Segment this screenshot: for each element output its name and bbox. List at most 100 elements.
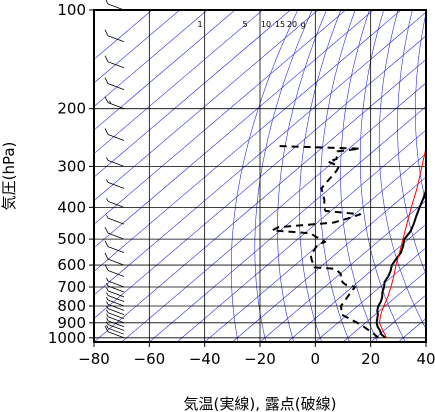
x-tick-label: 0 [311, 350, 321, 368]
y-tick-label: 500 [57, 230, 86, 248]
adiabat-line [415, 11, 426, 205]
adiabat-line [397, 10, 426, 275]
adiabat-line [254, 10, 313, 342]
isotherm-line [398, 318, 426, 342]
x-tick-label: −20 [244, 350, 276, 368]
barb-staff [107, 61, 125, 69]
isotherm-line [94, 10, 180, 84]
wind-barb [106, 179, 125, 189]
barb-half-flag [109, 100, 112, 104]
barb-half-flag [106, 313, 109, 317]
isotherm-line [94, 10, 319, 202]
x-tick-label: −80 [78, 350, 110, 368]
barb-staff [107, 295, 125, 302]
wind-barb [106, 282, 125, 293]
wind-barb [106, 214, 125, 225]
wind-barbs [104, 0, 125, 339]
barb-staff [107, 270, 125, 277]
adiabat-line [340, 10, 378, 342]
barb-staff [107, 35, 125, 43]
barb-staff [107, 290, 125, 298]
isotherm-line [94, 35, 426, 319]
barb-half-flag [106, 296, 109, 301]
pressure-gridlines [94, 10, 426, 342]
barb-staff [107, 331, 125, 339]
adiabat-line [320, 10, 356, 342]
barb-staff [107, 285, 125, 293]
mixing-ratio-labels: 1 5 10 15 20 g [197, 20, 305, 29]
barb-staff [107, 308, 125, 316]
barb-staff [107, 102, 125, 110]
isotherm-line [94, 10, 402, 272]
wind-barb [105, 0, 125, 11]
isotherm-line [315, 247, 426, 342]
y-tick-label: 600 [57, 256, 86, 274]
isotherm-line [94, 58, 426, 342]
wind-barb [104, 240, 125, 254]
wind-barb [104, 128, 125, 141]
barb-staff [107, 232, 125, 240]
barb-half-flag [106, 292, 109, 296]
barb-half-flag [106, 305, 109, 309]
wind-barb [106, 157, 125, 167]
wind-barb [104, 77, 125, 91]
wind-barb [106, 198, 125, 208]
barb-staff [107, 320, 125, 328]
barb-half-flag [106, 198, 109, 202]
y-tick-label: 300 [57, 157, 86, 175]
mixing-ratio-label: 20 [287, 20, 297, 29]
series-line-dewpoint [271, 145, 380, 339]
barb-flag [104, 240, 109, 247]
barb-flag [104, 264, 109, 271]
barb-staff [107, 83, 125, 91]
y-tick-label: 200 [57, 100, 86, 118]
barb-flag [104, 325, 109, 332]
wind-barb [106, 301, 125, 311]
barb-staff [107, 324, 125, 331]
isotherm-line [425, 341, 426, 342]
barb-staff [107, 181, 125, 189]
barb-flag [104, 96, 109, 103]
barb-flag [105, 0, 109, 5]
barb-flag [104, 226, 109, 234]
x-tick-label: 40 [416, 350, 435, 368]
isotherm-line [94, 10, 263, 154]
barb-staff [107, 304, 125, 311]
wind-barb [106, 309, 125, 320]
wind-barb [106, 321, 125, 331]
wind-barb [106, 313, 125, 324]
x-axis-title: 気温(実線), 露点(破線) [184, 395, 337, 412]
barb-staff [107, 258, 125, 266]
mixing-ratio-label: g [300, 20, 305, 29]
mixing-ratio-label: 5 [242, 20, 247, 29]
isotherm-line [94, 10, 208, 107]
barb-half-flag [106, 309, 109, 313]
y-tick-label: 900 [57, 314, 86, 332]
series-line-temperature [375, 187, 426, 339]
adiabat-line [231, 10, 299, 342]
barb-staff [107, 246, 125, 254]
profile-series [271, 145, 426, 339]
barb-half-flag [106, 325, 109, 329]
barb-half-flag [106, 179, 109, 183]
mixing-ratio-label: 15 [275, 20, 285, 29]
barb-flag [104, 128, 109, 135]
isotherm-line [287, 223, 426, 342]
barb-flag [104, 252, 109, 260]
y-tick-label: 400 [57, 198, 86, 216]
series-line-parcel [378, 145, 426, 339]
barb-staff [107, 200, 125, 208]
isotherm-line [94, 11, 426, 296]
barb-staff [107, 299, 125, 307]
wind-barb [106, 305, 125, 316]
y-tick-label: 1000 [48, 329, 86, 347]
wind-barb [106, 317, 125, 328]
wind-barb [106, 277, 125, 288]
isotherm-line [94, 10, 236, 131]
isotherm-line [176, 129, 426, 342]
wind-barb [104, 325, 125, 339]
mixing-ratio-label: 1 [197, 20, 202, 29]
y-tick-label: 100 [57, 1, 86, 19]
